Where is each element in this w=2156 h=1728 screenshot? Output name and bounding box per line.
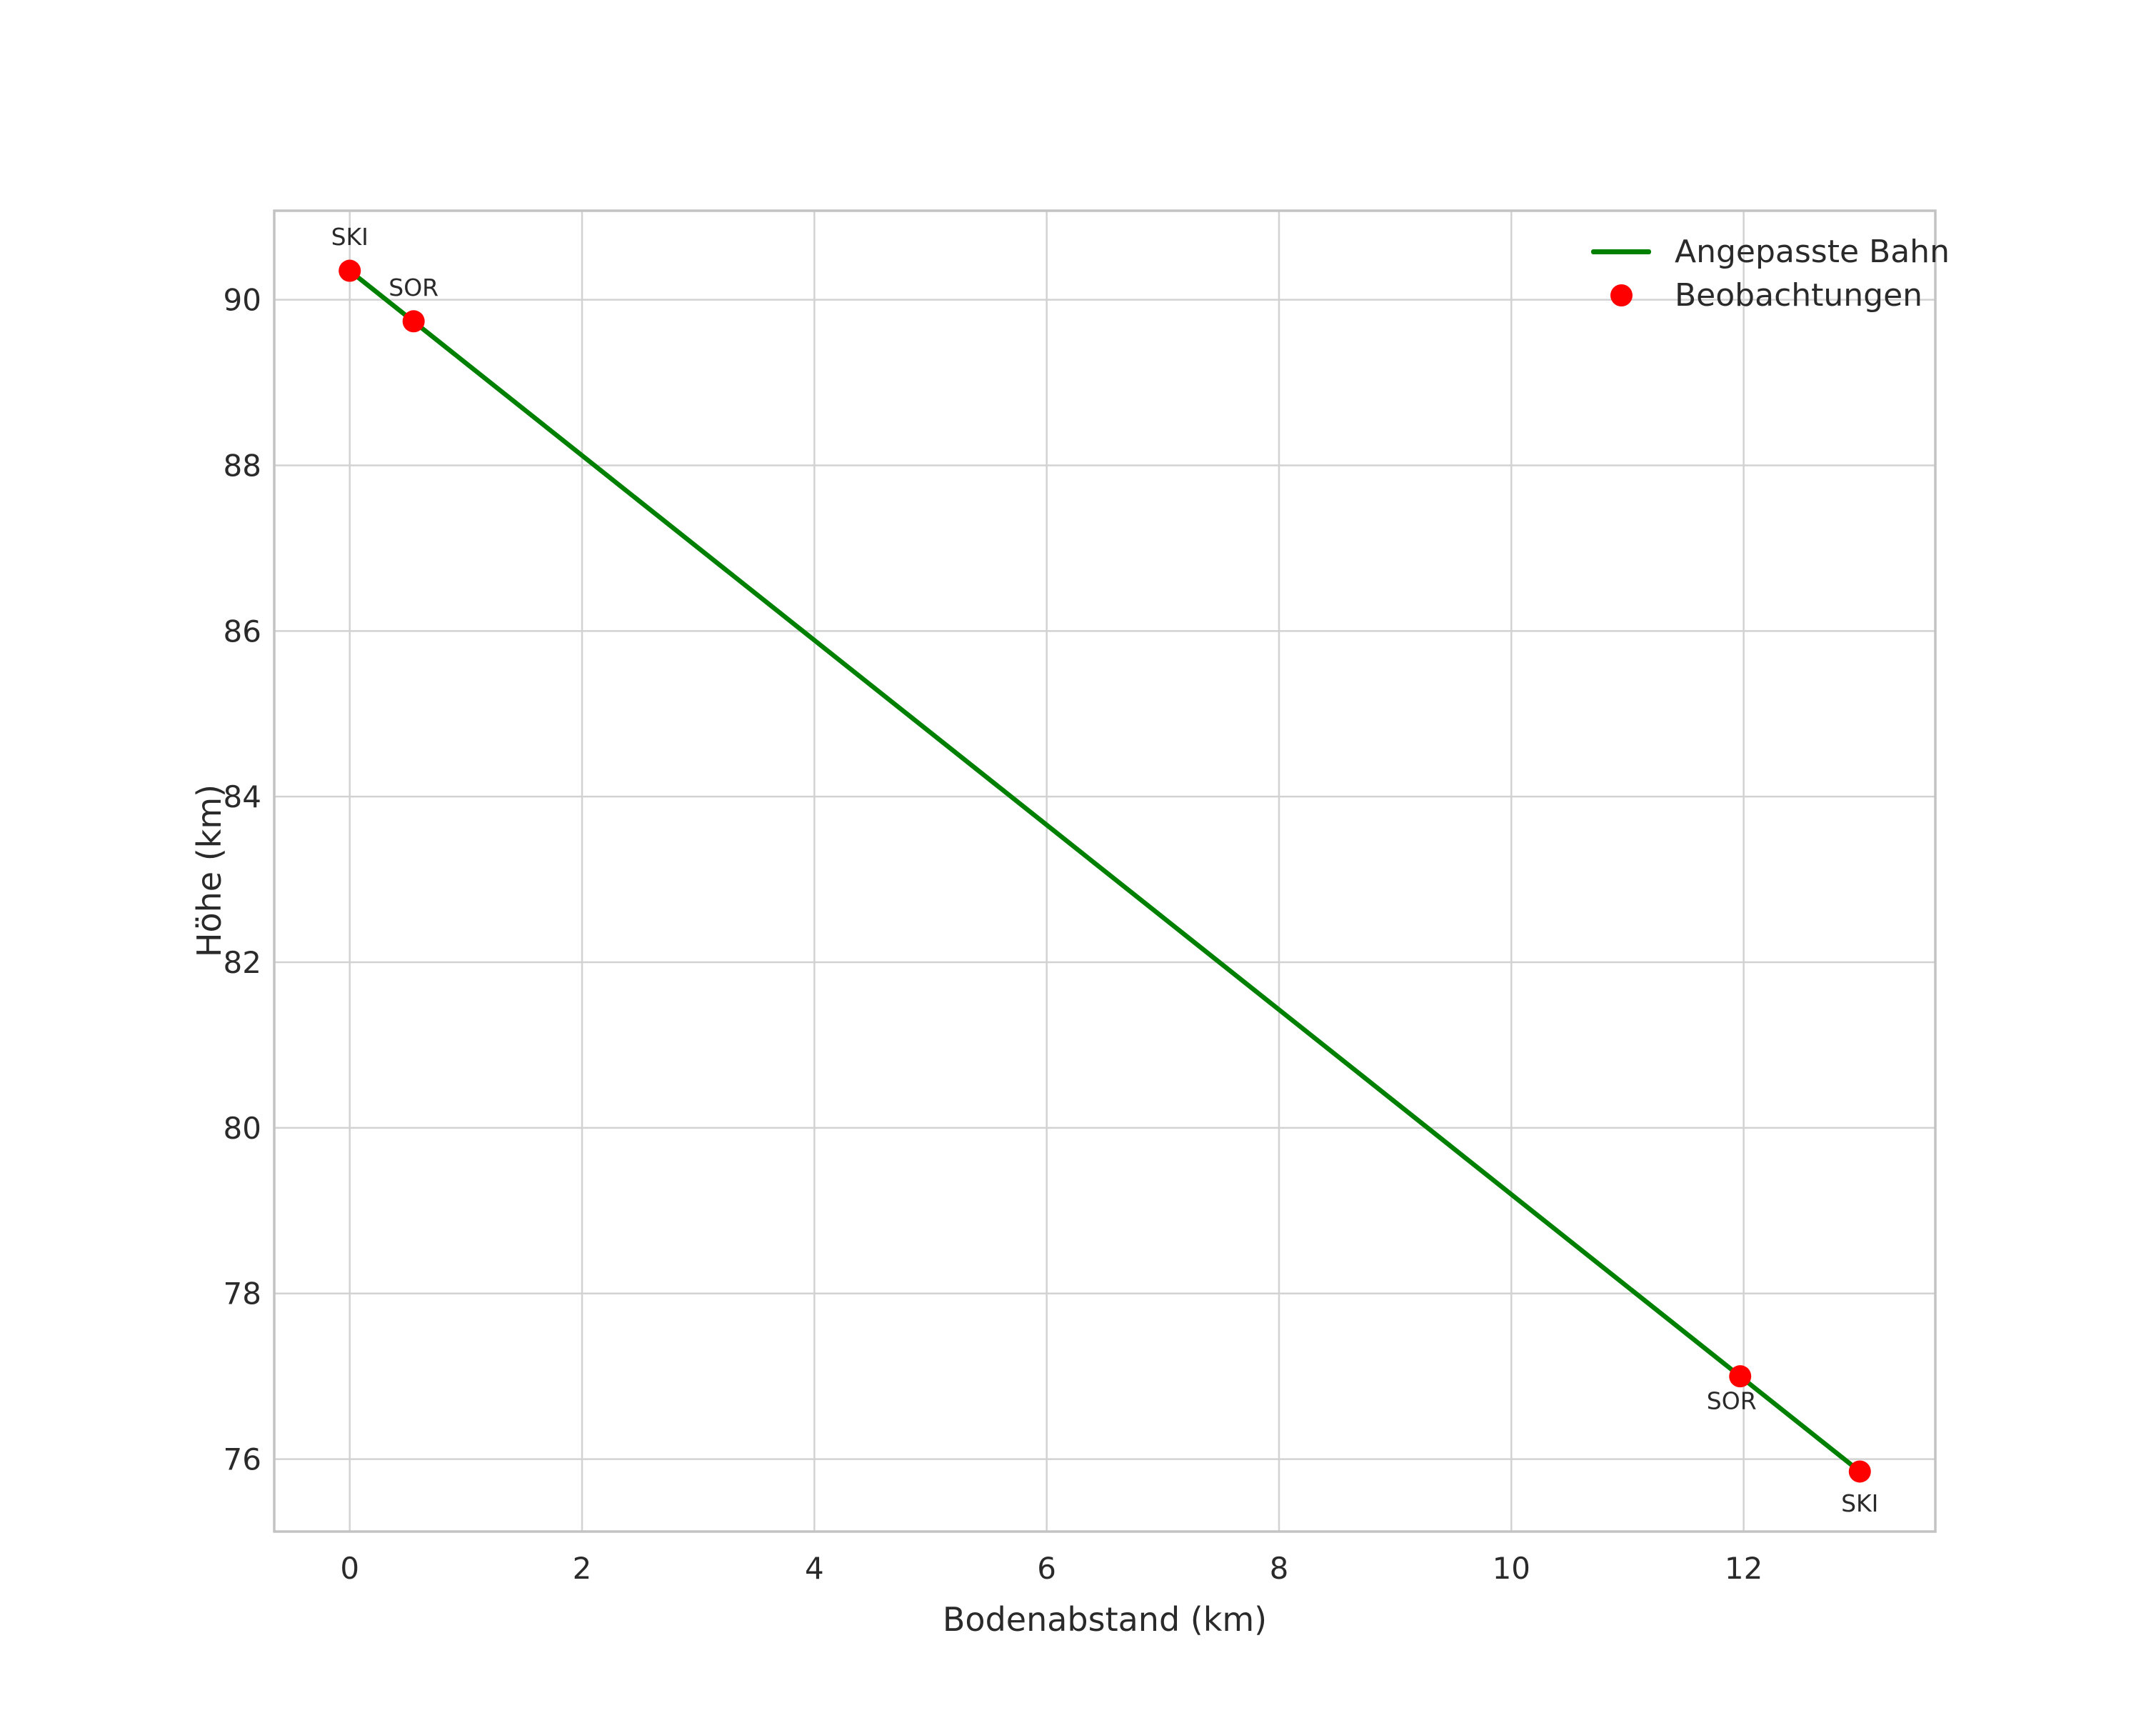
legend-item-observations: Beobachtungen — [1591, 274, 1950, 316]
y-tick-label: 84 — [224, 779, 261, 814]
y-tick-label: 86 — [224, 614, 261, 649]
legend-label-observations: Beobachtungen — [1675, 276, 1923, 314]
y-tick-label: 88 — [224, 448, 261, 483]
line-swatch-icon — [1591, 249, 1651, 254]
legend-handle — [1591, 249, 1651, 254]
y-tick-label: 82 — [224, 945, 261, 980]
legend-handle — [1591, 284, 1651, 306]
x-tick-label: 10 — [1493, 1551, 1530, 1586]
legend-item-fitted-line: Angepasste Bahn — [1591, 230, 1950, 273]
x-tick-label: 2 — [573, 1551, 592, 1586]
legend-label-fitted-line: Angepasste Bahn — [1675, 233, 1950, 270]
y-tick-label: 90 — [224, 283, 261, 318]
observation-point — [1848, 1460, 1871, 1483]
y-tick-label: 76 — [224, 1442, 261, 1477]
x-tick-label: 4 — [805, 1551, 824, 1586]
x-tick-label: 6 — [1037, 1551, 1056, 1586]
observation-point — [339, 259, 361, 282]
x-tick-label: 12 — [1725, 1551, 1763, 1586]
y-tick-label: 78 — [224, 1277, 261, 1312]
observation-point — [1729, 1365, 1752, 1388]
plot-border — [273, 209, 1937, 1533]
x-axis-label: Bodenabstand (km) — [942, 1600, 1268, 1639]
x-tick-label: 8 — [1270, 1551, 1289, 1586]
legend: Angepasste Bahn Beobachtungen — [1591, 230, 1950, 317]
point-label-ski: SKI — [331, 223, 368, 251]
point-label-sor: SOR — [1707, 1387, 1757, 1415]
point-label-ski: SKI — [1841, 1489, 1878, 1517]
observation-point — [402, 310, 425, 333]
y-tick-label: 80 — [224, 1111, 261, 1146]
x-tick-label: 0 — [340, 1551, 359, 1586]
fitted-trajectory-line — [347, 268, 1862, 1474]
point-label-sor: SOR — [388, 274, 438, 301]
y-axis-label: Höhe (km) — [190, 784, 229, 958]
marker-swatch-icon — [1610, 284, 1633, 306]
